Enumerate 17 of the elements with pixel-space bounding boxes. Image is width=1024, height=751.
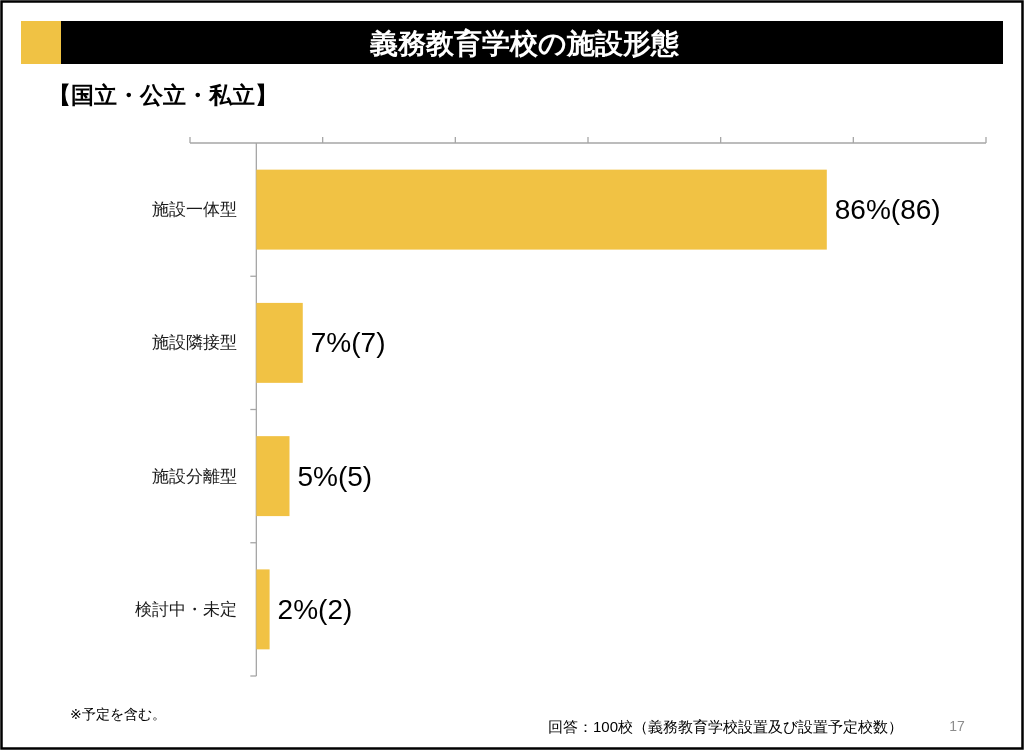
data-label: 7%(7) [310,327,386,359]
text: 回答：100校（義務教育学校設置及び設置予定校数） [548,717,904,735]
y-tick-label: 施設一体型 [152,200,238,220]
y-tick-label: 施設分離型 [152,466,238,486]
data-label: 5%(5) [297,460,373,492]
text: 17 [949,718,965,734]
text: ※予定を含む。 [70,706,166,722]
chart-subtitle: 【国立・公立・私立】 [48,82,278,108]
chart-title: 義務教育学校の施設形態 [368,27,680,59]
data-label: 86%(86) [834,194,941,226]
bar [256,436,290,517]
bar [256,302,303,383]
y-tick-label: 検討中・未定 [135,599,238,619]
bar [256,169,827,250]
data-label: 2%(2) [277,593,353,625]
y-tick-label: 施設隣接型 [152,333,238,353]
bar [256,569,270,650]
